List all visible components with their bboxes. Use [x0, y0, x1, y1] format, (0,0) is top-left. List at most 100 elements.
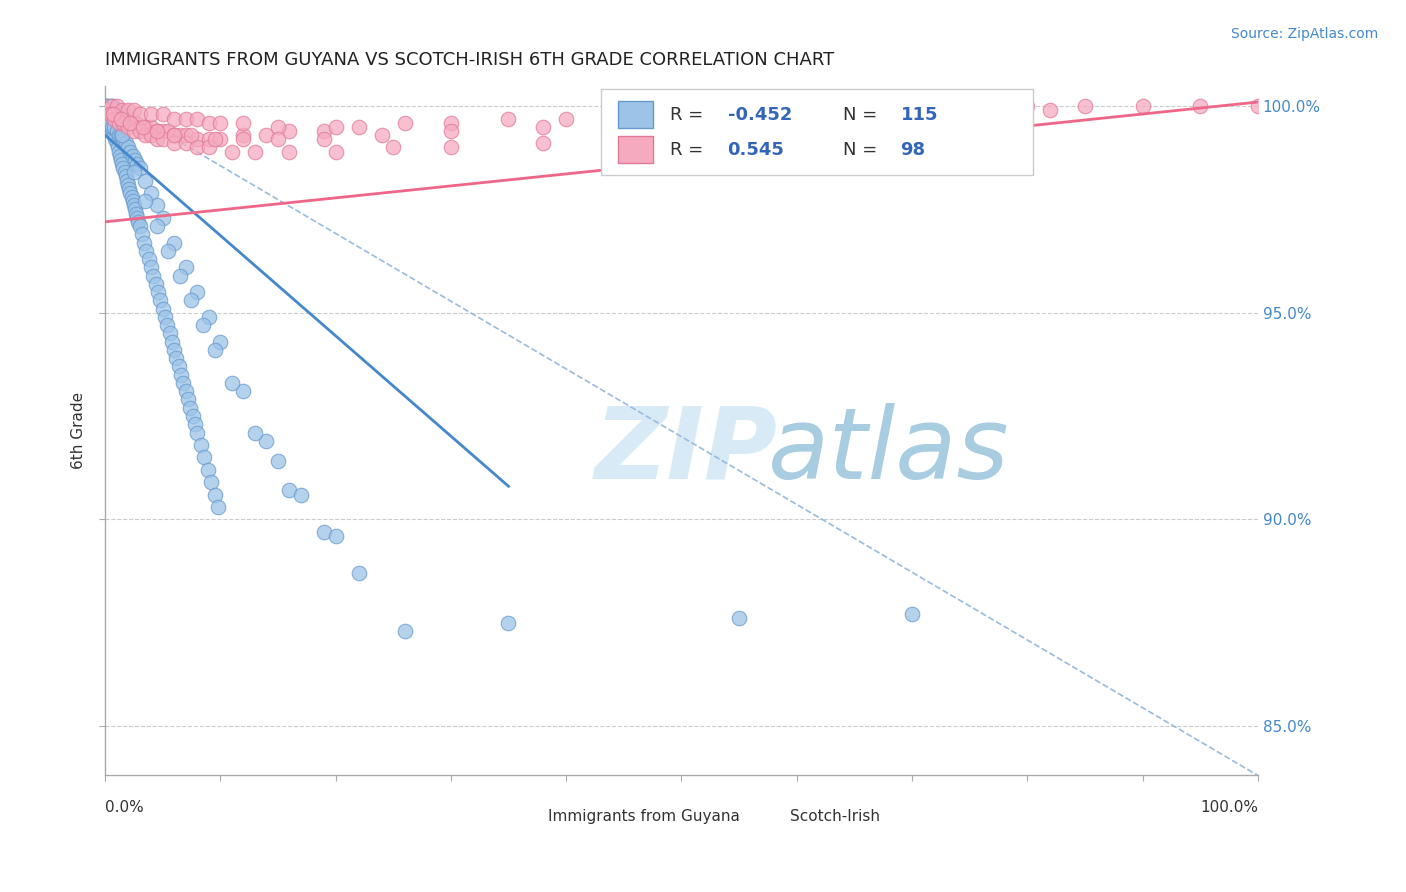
Point [108, 149, 131, 163]
Point [120, 145, 142, 159]
Point [108, 116, 131, 130]
Point [177, 392, 200, 407]
Point [108, 107, 131, 121]
Point [146, 219, 169, 233]
Point [959, 99, 981, 113]
Point [197, 310, 219, 324]
Point [312, 524, 335, 539]
Point [97, 107, 120, 121]
Point [134, 173, 156, 187]
Text: -0.452: -0.452 [727, 105, 792, 124]
Point [613, 107, 636, 121]
Point [163, 112, 186, 126]
Point [152, 211, 174, 225]
Text: R =: R = [669, 141, 709, 159]
Text: atlas: atlas [768, 402, 1010, 500]
Point [146, 285, 169, 299]
Point [786, 103, 808, 118]
Point [118, 182, 141, 196]
Text: Source: ZipAtlas.com: Source: ZipAtlas.com [1230, 27, 1378, 41]
Point [204, 132, 226, 146]
Point [115, 112, 138, 126]
Point [204, 343, 226, 357]
Point [232, 132, 254, 146]
FancyBboxPatch shape [619, 136, 652, 163]
Point [146, 132, 169, 146]
Point [101, 107, 124, 121]
Point [157, 244, 180, 258]
Point [394, 116, 416, 130]
Point [146, 198, 169, 212]
Point [127, 157, 149, 171]
Point [163, 235, 186, 250]
Point [98, 112, 121, 126]
Point [108, 112, 131, 126]
Point [190, 438, 212, 452]
Point [901, 607, 924, 622]
Point [108, 145, 131, 159]
Point [254, 434, 277, 448]
FancyBboxPatch shape [619, 101, 652, 128]
Point [96, 103, 118, 118]
Point [179, 401, 201, 415]
Point [555, 112, 578, 126]
Point [115, 173, 138, 187]
Text: R =: R = [669, 105, 709, 124]
Point [145, 277, 167, 291]
Point [152, 132, 174, 146]
Point [531, 120, 554, 134]
Point [121, 190, 143, 204]
Point [104, 103, 127, 118]
Point [156, 318, 179, 333]
Point [128, 161, 150, 175]
Point [180, 128, 202, 142]
Point [174, 128, 197, 142]
Text: ZIP: ZIP [595, 402, 778, 500]
Point [209, 132, 232, 146]
Point [624, 132, 647, 146]
Point [167, 359, 190, 374]
Point [163, 128, 186, 142]
Point [186, 112, 208, 126]
Point [1074, 99, 1097, 113]
Point [124, 202, 146, 217]
Point [98, 107, 121, 121]
Point [146, 124, 169, 138]
Point [440, 116, 463, 130]
Point [160, 334, 183, 349]
Point [740, 112, 762, 126]
Point [128, 219, 150, 233]
Point [174, 136, 197, 151]
Point [103, 128, 125, 142]
Point [186, 285, 208, 299]
Point [105, 99, 128, 113]
Point [1132, 99, 1154, 113]
Y-axis label: 6th Grade: 6th Grade [72, 392, 86, 469]
Point [209, 334, 232, 349]
Point [127, 211, 149, 225]
Point [193, 450, 215, 465]
Point [111, 107, 134, 121]
Point [117, 103, 139, 118]
Point [278, 145, 301, 159]
Point [112, 116, 135, 130]
Text: Scotch-Irish: Scotch-Irish [790, 809, 880, 823]
Point [221, 145, 243, 159]
Point [111, 157, 134, 171]
Point [139, 260, 162, 275]
Point [101, 107, 124, 121]
Point [110, 153, 132, 167]
Point [101, 120, 124, 134]
Point [1247, 99, 1270, 113]
Point [221, 376, 243, 390]
Point [132, 120, 155, 134]
Point [278, 124, 301, 138]
Point [111, 128, 134, 142]
Point [844, 103, 866, 118]
Point [197, 116, 219, 130]
Point [254, 128, 277, 142]
Text: 98: 98 [900, 141, 925, 159]
Point [128, 124, 150, 138]
Point [152, 107, 174, 121]
Point [347, 120, 370, 134]
